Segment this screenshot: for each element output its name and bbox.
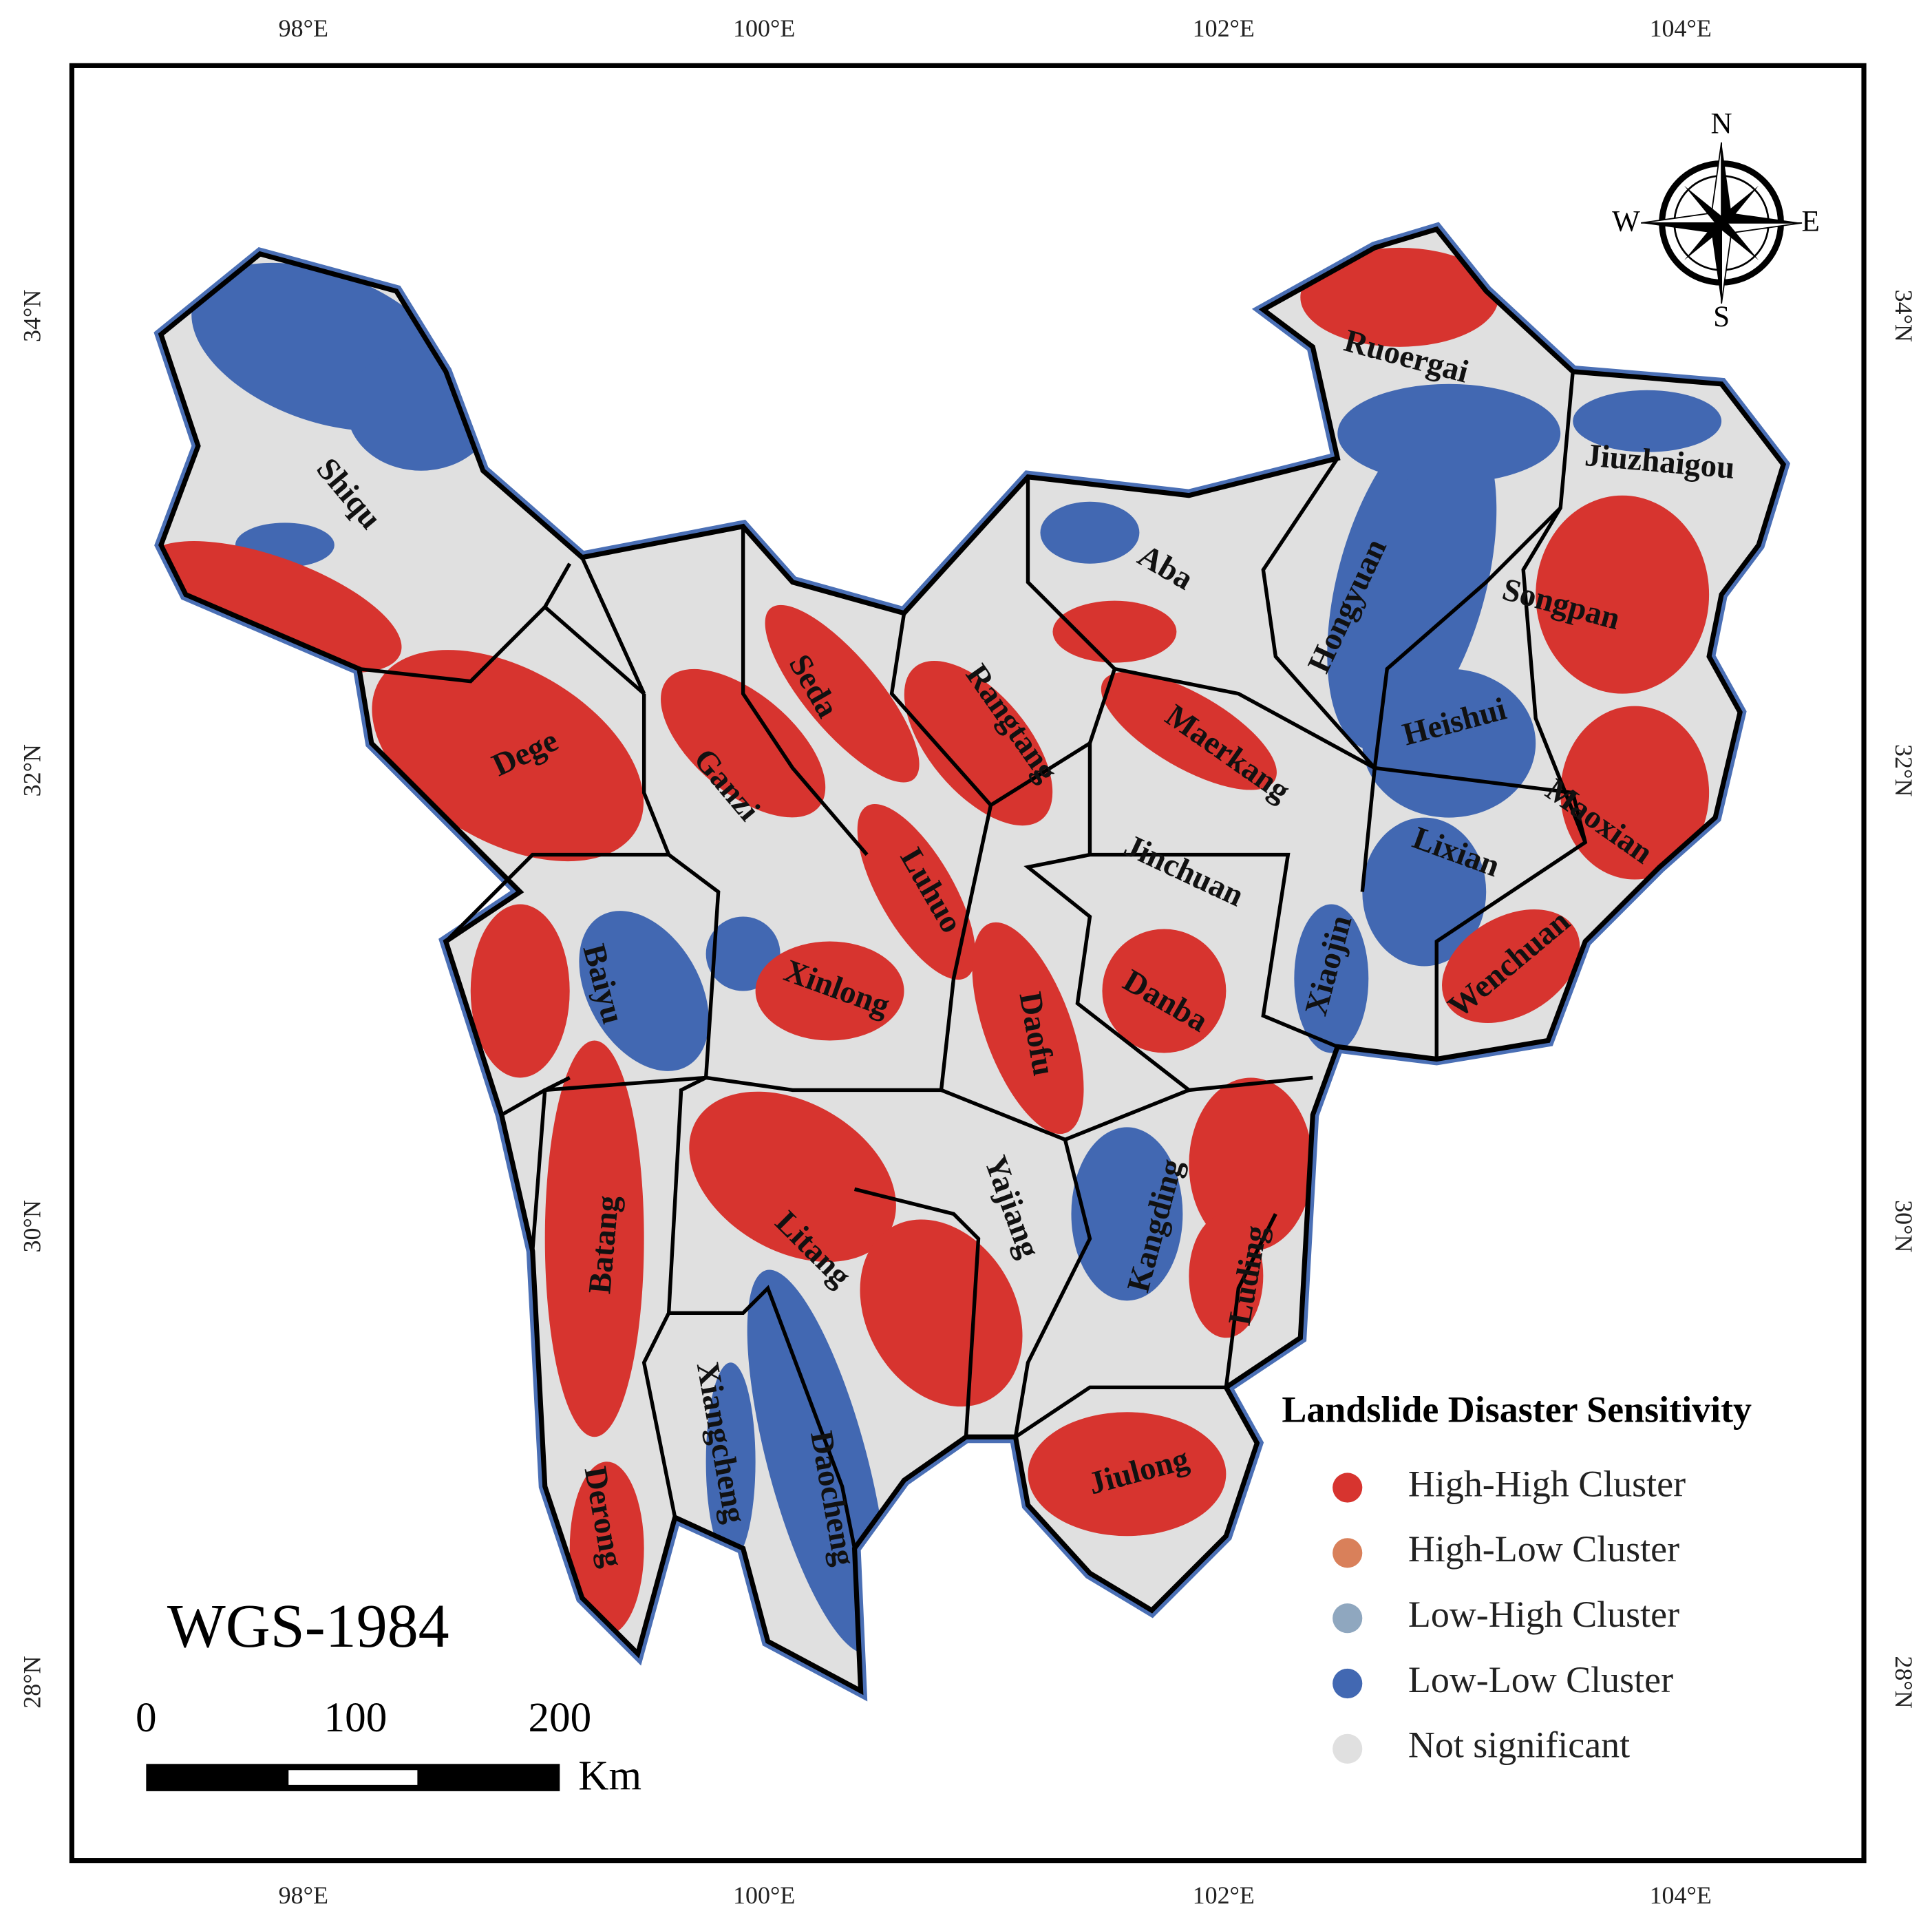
legend-swatch bbox=[1333, 1473, 1363, 1503]
legend-label: Not significant bbox=[1408, 1724, 1630, 1766]
longitude-label: 102°E bbox=[1193, 14, 1255, 42]
legend-label: Low-High Cluster bbox=[1408, 1594, 1679, 1635]
scale-unit: Km bbox=[578, 1753, 641, 1800]
scale-bar: 0 100 200 Km bbox=[136, 1694, 641, 1800]
projection-label: WGS-1984 bbox=[167, 1592, 449, 1660]
legend-swatch bbox=[1333, 1733, 1363, 1764]
legend-swatch bbox=[1333, 1538, 1363, 1568]
graticule-labels: 98°E 98°E 100°E 100°E 102°E 102°E 104°E 104°E 34… bbox=[19, 14, 1918, 1909]
longitude-label: 98°E bbox=[279, 1881, 328, 1909]
compass-south: S bbox=[1713, 301, 1730, 333]
county-label: Batang bbox=[582, 1194, 626, 1296]
latitude-label: 30°N bbox=[1890, 1200, 1918, 1252]
compass-east: E bbox=[1801, 206, 1819, 238]
low-low-areas bbox=[191, 262, 1722, 1654]
latitude-label: 32°N bbox=[19, 744, 46, 797]
legend-title: Landslide Disaster Sensitivity bbox=[1282, 1389, 1752, 1430]
legend-swatch bbox=[1333, 1603, 1363, 1634]
longitude-label: 104°E bbox=[1650, 1881, 1712, 1909]
longitude-label: 104°E bbox=[1650, 14, 1712, 42]
scale-label: 100 bbox=[324, 1694, 388, 1741]
longitude-label: 98°E bbox=[279, 14, 328, 42]
scale-label: 0 bbox=[136, 1694, 157, 1741]
latitude-label: 34°N bbox=[19, 290, 46, 342]
legend-swatch bbox=[1333, 1668, 1363, 1699]
latitude-label: 32°N bbox=[1890, 744, 1918, 797]
county-borders bbox=[161, 229, 1783, 1691]
legend-label: Low-Low Cluster bbox=[1408, 1659, 1673, 1700]
longitude-label: 102°E bbox=[1193, 1881, 1255, 1909]
map-frame bbox=[69, 63, 1867, 1864]
legend-label: High-Low Cluster bbox=[1408, 1528, 1679, 1570]
legend: Landslide Disaster Sensitivity High-High… bbox=[1282, 1389, 1752, 1765]
high-high-areas bbox=[160, 247, 1710, 1636]
compass-north: N bbox=[1711, 107, 1732, 140]
longitude-label: 100°E bbox=[733, 1881, 795, 1909]
latitude-label: 30°N bbox=[19, 1200, 46, 1252]
legend-label: High-High Cluster bbox=[1408, 1463, 1686, 1504]
compass-west: W bbox=[1612, 206, 1640, 238]
latitude-label: 28°N bbox=[1890, 1656, 1918, 1708]
latitude-label: 28°N bbox=[19, 1656, 46, 1708]
compass: N S E W bbox=[1612, 107, 1820, 333]
scale-label: 200 bbox=[528, 1694, 591, 1741]
longitude-label: 100°E bbox=[733, 14, 795, 42]
latitude-label: 34°N bbox=[1890, 290, 1918, 342]
